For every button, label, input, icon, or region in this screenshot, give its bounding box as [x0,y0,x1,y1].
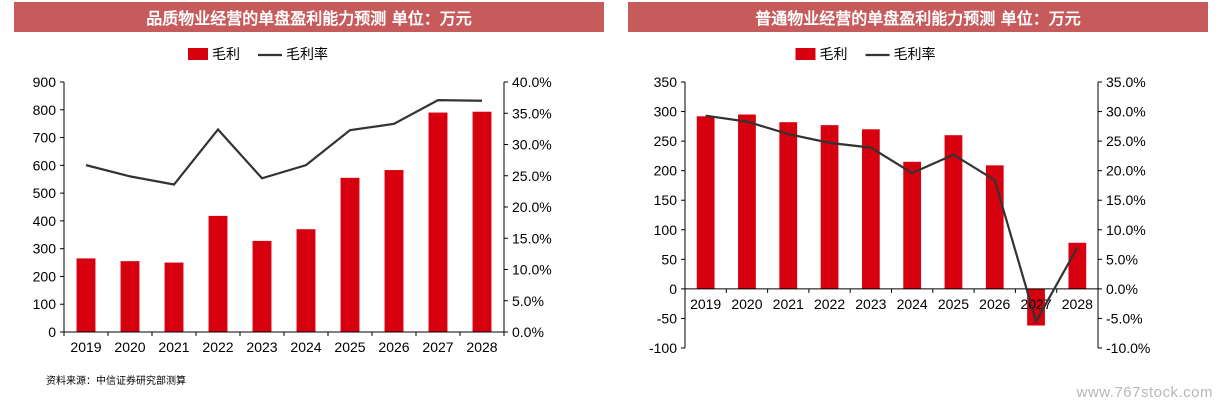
bar-2027 [1027,288,1045,326]
legend-label-bar: 毛利 [820,47,848,63]
y-tick-label: -50 [657,310,677,326]
x-tick-label: 2024 [290,339,321,355]
bar-2023 [252,240,272,332]
y2-tick-label: 25.0% [1106,133,1146,149]
x-tick-label: 2023 [855,296,886,312]
chart-title-ordinary: 普通物业经营的单盘盈利能力预测 单位：万元 [628,2,1208,32]
y-tick-label: 0 [48,324,56,340]
y2-tick-label: 0.0% [512,324,544,340]
y2-tick-label: 20.0% [512,199,552,215]
y-tick-label: 0 [669,281,677,297]
y-tick-label: 800 [33,102,57,118]
x-tick-label: 2019 [690,296,721,312]
bar-2025 [340,177,360,332]
x-tick-label: 2019 [70,339,101,355]
x-tick-label: 2028 [466,339,497,355]
y-tick-label: 250 [654,133,678,149]
y2-tick-label: 15.0% [512,230,552,246]
y2-tick-label: 0.0% [1106,281,1138,297]
y-tick-label: 200 [33,268,57,284]
legend-swatch-bar [188,48,208,60]
y-tick-label: 500 [33,185,57,201]
x-tick-label: 2022 [814,296,845,312]
bar-2020 [738,114,756,289]
y2-tick-label: 40.0% [512,74,552,90]
y2-tick-label: 10.0% [1106,222,1146,238]
legend-label-bar: 毛利 [212,47,240,63]
x-tick-label: 2020 [114,339,145,355]
bar-2022 [820,125,839,289]
source-note: 资料来源：中信证券研究部测算 [46,376,186,387]
y-tick-label: 600 [33,157,57,173]
bar-2021 [779,122,798,289]
bar-2019 [696,116,715,289]
y2-tick-label: 35.0% [512,105,552,121]
x-tick-label: 2022 [202,339,233,355]
bar-2022 [208,215,228,332]
y-tick-label: 350 [654,74,678,90]
legend-label-line: 毛利率 [894,46,936,63]
y2-tick-label: -10.0% [1106,340,1150,356]
x-tick-label: 2028 [1062,296,1093,312]
y2-tick-label: -5.0% [1106,310,1143,326]
x-tick-label: 2020 [731,296,762,312]
x-tick-label: 2027 [422,339,453,355]
x-tick-label: 2021 [773,296,804,312]
line-series-margin [85,99,483,186]
bar-2027 [428,112,448,332]
x-tick-label: 2027 [1020,296,1051,312]
watermark: www.767stock.com [1076,384,1213,401]
x-tick-label: 2023 [246,339,277,355]
bar-2024 [296,229,316,332]
bar-2020 [120,261,140,332]
x-tick-label: 2025 [938,296,969,312]
bar-2019 [76,258,96,332]
y-tick-label: 300 [654,104,678,120]
y2-tick-label: 25.0% [512,168,552,184]
bar-2026 [384,170,404,332]
y-tick-label: 100 [33,296,57,312]
y-tick-label: 300 [33,241,57,257]
y2-tick-label: 20.0% [1106,163,1146,179]
y-tick-label: 700 [33,130,57,146]
y-tick-label: 50 [661,251,677,267]
x-tick-label: 2021 [158,339,189,355]
y2-tick-label: 35.0% [1106,74,1146,90]
line-series-margin [705,114,1079,325]
y-tick-label: 200 [654,163,678,179]
y-tick-label: 400 [33,213,57,229]
chart-panel-ordinary: 普通物业经营的单盘盈利能力预测 单位：万元 -100 -50 0 50 100 150 20… [628,0,1208,360]
bar-2025 [944,135,963,289]
x-tick-label: 2026 [979,296,1010,312]
bar-2028 [472,111,492,332]
y-tick-label: 150 [654,192,678,208]
chart-ordinary-svg: -100 -50 0 50 100 150 200 250 300 350 -10.0% -5.0% 0… [649,46,1150,356]
y-tick-label: -100 [649,340,677,356]
y2-tick-label: 15.0% [1106,192,1146,208]
x-tick-label: 2026 [378,339,409,355]
chart-title-premium: 品质物业经营的单盘盈利能力预测 单位：万元 [14,2,604,32]
chart-panel-premium: 品质物业经营的单盘盈利能力预测 单位：万元 0 100 200 300 400 500 60… [14,0,604,360]
chart-premium-svg: 0 100 200 300 400 500 600 700 800 900 0.0% 5.0% 10.0… [33,46,552,355]
bar-2021 [164,262,184,332]
y2-tick-label: 30.0% [1106,104,1146,120]
y-tick-label: 900 [33,74,57,90]
bar-2023 [861,129,880,289]
y2-tick-label: 30.0% [512,137,552,153]
legend-label-line: 毛利率 [286,46,328,63]
legend-swatch-bar [795,48,816,60]
y-tick-label: 100 [654,222,678,238]
bar-2024 [903,161,922,289]
x-tick-label: 2024 [897,296,928,312]
y2-tick-label: 5.0% [512,293,544,309]
y2-tick-label: 5.0% [1106,251,1138,267]
x-tick-label: 2025 [334,339,365,355]
y2-tick-label: 10.0% [512,262,552,278]
